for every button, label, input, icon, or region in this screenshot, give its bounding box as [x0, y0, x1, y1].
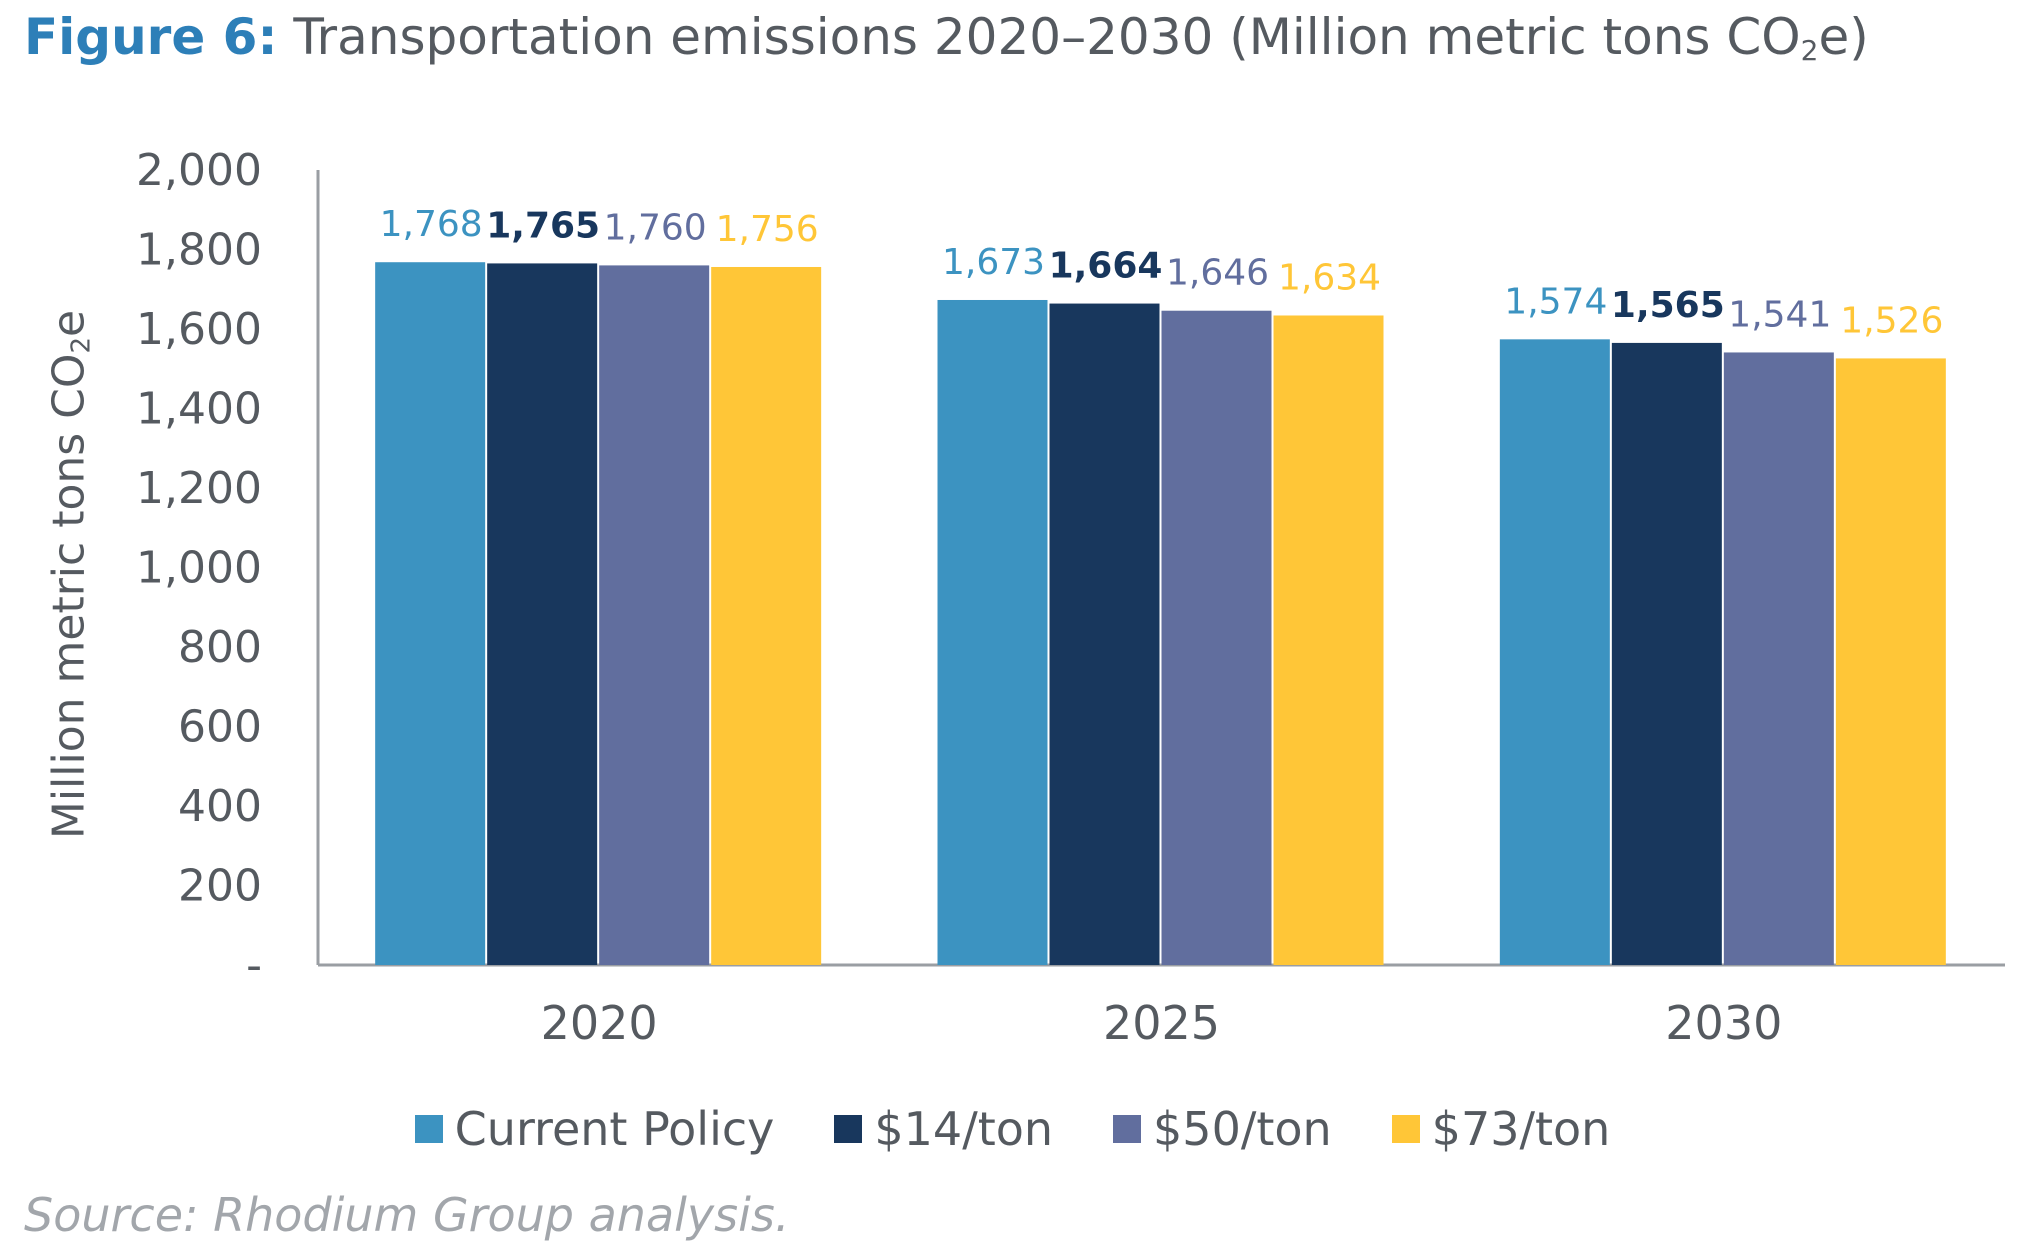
data-label: 1,765	[486, 205, 600, 246]
data-label: 1,574	[1504, 281, 1607, 322]
data-label: 1,756	[716, 209, 819, 250]
y-tick-label: 400	[178, 781, 262, 832]
y-tick-label: -	[246, 940, 262, 991]
bar-2025-2	[1161, 310, 1272, 966]
data-label: 1,760	[604, 207, 707, 248]
data-label: 1,664	[1049, 246, 1163, 287]
bar-2020-0	[375, 262, 486, 966]
figure-title-end: e)	[1818, 8, 1869, 66]
x-tick-label: 2025	[1103, 996, 1220, 1050]
legend-label: $73/ton	[1431, 1102, 1611, 1156]
legend-item: Current Policy	[414, 1102, 775, 1156]
legend-swatch	[834, 1115, 863, 1143]
legend-item: $73/ton	[1391, 1102, 1611, 1156]
figure-title: Figure 6: Transportation emissions 2020–…	[24, 8, 1869, 67]
data-label: 1,541	[1728, 294, 1831, 335]
legend-label: $50/ton	[1153, 1102, 1332, 1156]
legend-swatch	[1391, 1115, 1420, 1143]
figure-title-sub: 2	[1800, 34, 1819, 67]
x-tick-label: 2020	[541, 996, 658, 1050]
legend-item: $50/ton	[1113, 1102, 1332, 1156]
legend-swatch	[414, 1115, 443, 1143]
data-label: 1,526	[1840, 300, 1943, 341]
y-tick-label: 800	[178, 622, 262, 673]
bar-2020-1	[487, 263, 598, 966]
figure-label: Figure 6:	[24, 8, 278, 66]
bar-chart: - 200 400 600 800 1,000 1,200 1,400 1,600 1,800 2,…	[136, 145, 2005, 1050]
x-tick-label: 2030	[1665, 996, 1782, 1050]
y-tick-label: 1,400	[136, 384, 262, 435]
y-tick-label: 200	[178, 861, 262, 912]
source-note: Source: Rhodium Group analysis.	[24, 1188, 790, 1242]
y-tick-label: 600	[178, 702, 262, 753]
y-tick-label: 1,000	[136, 543, 262, 594]
figure-title-main: Transportation emissions 2020–2030 (Mill…	[293, 8, 1801, 66]
bar-2030-2	[1723, 352, 1834, 965]
legend-label: Current Policy	[454, 1102, 775, 1156]
legend-swatch	[1113, 1115, 1142, 1143]
y-tick-label: 1,800	[136, 225, 262, 276]
data-label: 1,768	[380, 204, 483, 245]
data-label: 1,565	[1611, 285, 1725, 326]
bar-2030-3	[1835, 358, 1946, 965]
data-label: 1,646	[1166, 253, 1269, 294]
bar-2025-1	[1049, 303, 1160, 965]
legend-label: $14/ton	[874, 1102, 1054, 1156]
bar-2030-0	[1499, 339, 1610, 966]
data-label: 1,634	[1278, 257, 1381, 298]
y-tick-label: 1,200	[136, 463, 262, 514]
bar-2020-3	[711, 266, 822, 965]
bar-2020-2	[599, 265, 710, 965]
y-tick-label: 2,000	[136, 145, 262, 196]
data-label: 1,673	[942, 242, 1045, 283]
bar-2030-1	[1611, 342, 1722, 966]
bar-2025-0	[937, 299, 1048, 965]
chart-legend: Current Policy $14/ton $50/ton $73/ton	[0, 1102, 2025, 1156]
y-tick-label: 1,600	[136, 304, 262, 355]
legend-item: $14/ton	[834, 1102, 1053, 1156]
bar-2025-3	[1273, 315, 1384, 965]
